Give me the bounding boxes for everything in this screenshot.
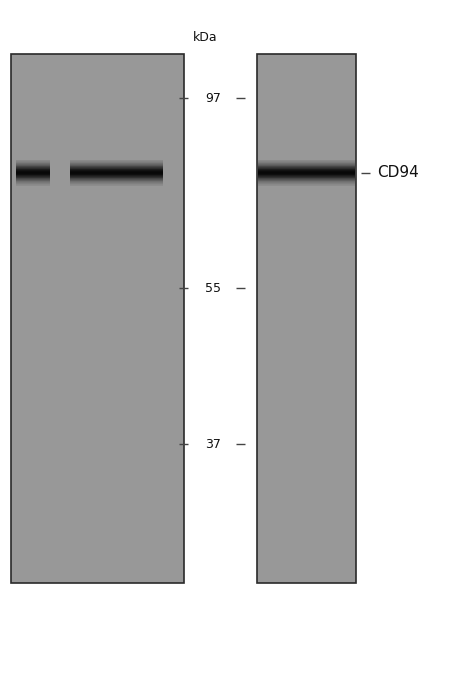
- Text: CD94: CD94: [377, 165, 419, 180]
- Bar: [257, 54, 356, 583]
- Bar: [11, 54, 184, 583]
- Text: kDa: kDa: [193, 31, 217, 44]
- Text: 55: 55: [205, 281, 222, 295]
- Text: 97: 97: [206, 92, 221, 105]
- Text: 37: 37: [206, 437, 221, 451]
